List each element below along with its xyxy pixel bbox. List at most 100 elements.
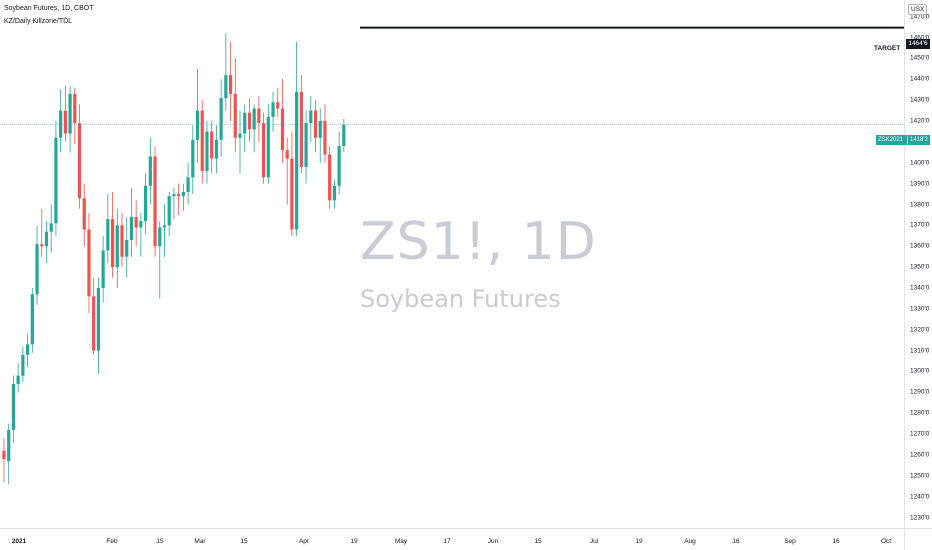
candle — [342, 118, 346, 153]
candle — [125, 217, 129, 278]
time-tick-label: 19 — [635, 538, 643, 545]
candle-body — [26, 344, 30, 355]
candle-body — [11, 384, 16, 430]
candle — [214, 125, 218, 174]
candle — [115, 208, 119, 288]
candle-body — [125, 240, 129, 257]
candle-body — [247, 112, 252, 130]
price-axis[interactable]: 1230'0 1240'0 1250'0 1260'0 1270'0 1280'0 1290… — [904, 0, 932, 528]
candle — [332, 179, 336, 209]
candle-body — [7, 429, 11, 462]
candle — [139, 212, 143, 257]
candle — [195, 68, 200, 163]
candle-body — [181, 192, 185, 197]
price-tick-label: 1260'0 — [910, 451, 930, 459]
candle-body — [40, 244, 44, 247]
candle — [172, 187, 176, 220]
candle-body — [35, 244, 39, 295]
time-tick-label: 16 — [732, 538, 740, 545]
candle-body — [309, 110, 313, 124]
candle-body — [68, 93, 72, 134]
candle-body — [342, 124, 346, 147]
target-label: TARGET — [874, 45, 901, 52]
price-tick-label: 1280'0 — [910, 409, 930, 417]
candle-body — [82, 198, 86, 230]
candle-body — [172, 194, 176, 197]
currency-badge[interactable]: USX — [908, 4, 928, 15]
candle — [304, 110, 308, 184]
candle — [110, 192, 115, 278]
time-axis[interactable]: 2021 Feb 15 Mar 15 Apr 19 May 17 Jun 15 Jul 19 Aug 16 S… — [0, 528, 904, 550]
time-tick-label: May — [394, 538, 408, 545]
candle-body — [101, 250, 105, 288]
candle — [219, 79, 223, 157]
candle — [144, 173, 148, 234]
candle-body — [219, 98, 223, 140]
candle — [299, 75, 303, 174]
candlestick-chart[interactable] — [0, 0, 904, 528]
candle — [68, 85, 72, 153]
candle — [210, 121, 214, 174]
price-tick-label: 1300'0 — [910, 367, 930, 375]
legend-title[interactable]: Soybean Futures, 1D, CBOT — [4, 5, 94, 12]
candle — [167, 192, 171, 236]
candle-body — [191, 139, 195, 178]
candle — [337, 131, 341, 195]
candle-body — [44, 231, 49, 247]
candle-body — [87, 229, 91, 297]
candle-body — [228, 75, 233, 94]
price-tick-label: 1430'0 — [910, 96, 930, 104]
candle-body — [21, 354, 25, 376]
time-tick-label: Oct — [880, 538, 892, 545]
candle — [266, 104, 270, 184]
price-tick-label: 1370'0 — [910, 221, 930, 229]
candle — [35, 225, 39, 305]
price-tick-label: 1350'0 — [910, 263, 930, 271]
candle — [30, 288, 34, 353]
candle — [252, 104, 256, 153]
candle — [233, 58, 237, 153]
candle-body — [337, 146, 341, 186]
candle-body — [59, 110, 63, 138]
time-tick-label: 15 — [240, 538, 248, 545]
candle-body — [63, 110, 67, 134]
axis-corner — [904, 528, 932, 550]
price-tick-label: 1310'0 — [910, 347, 930, 355]
candle-body — [271, 102, 275, 117]
legend-indicator[interactable]: KZ/Daily Killzone/TDL — [4, 18, 73, 25]
target-price-label: 1464'6 — [906, 39, 930, 49]
candle — [323, 104, 327, 163]
candle — [21, 346, 25, 382]
candle — [285, 137, 289, 205]
candle — [49, 204, 53, 253]
candle — [87, 212, 91, 314]
candle-body — [73, 93, 77, 124]
candle-body — [332, 185, 336, 201]
candle — [44, 221, 49, 263]
price-tick-label: 1450'0 — [910, 54, 930, 62]
candle — [257, 96, 261, 142]
last-price-symbol: ZSK2021 — [878, 137, 904, 143]
candle-body — [262, 123, 266, 178]
last-price-value: 1418'2 — [907, 135, 928, 145]
candle-body — [106, 219, 110, 251]
candle-body — [318, 121, 322, 138]
watermark-name: Soybean Futures — [360, 285, 561, 313]
chart-area[interactable]: ZS1!, 1D Soybean Futures Soybean Futures… — [0, 0, 904, 528]
candle — [181, 183, 185, 211]
candle-body — [77, 123, 82, 199]
candle — [309, 96, 313, 142]
candle-body — [205, 131, 209, 172]
price-tick-label: 1470'0 — [910, 13, 930, 21]
candle-body — [280, 108, 285, 151]
price-tick-label: 1230'0 — [910, 514, 930, 522]
time-tick-label: Aug — [684, 538, 696, 545]
candle-body — [238, 133, 242, 138]
candle — [318, 108, 322, 163]
candle-body — [243, 112, 247, 134]
price-tick-label: 1320'0 — [910, 326, 930, 334]
price-tick-label: 1360'0 — [910, 242, 930, 250]
candle-body — [134, 217, 138, 228]
candle-body — [295, 91, 299, 230]
candle — [92, 277, 96, 355]
